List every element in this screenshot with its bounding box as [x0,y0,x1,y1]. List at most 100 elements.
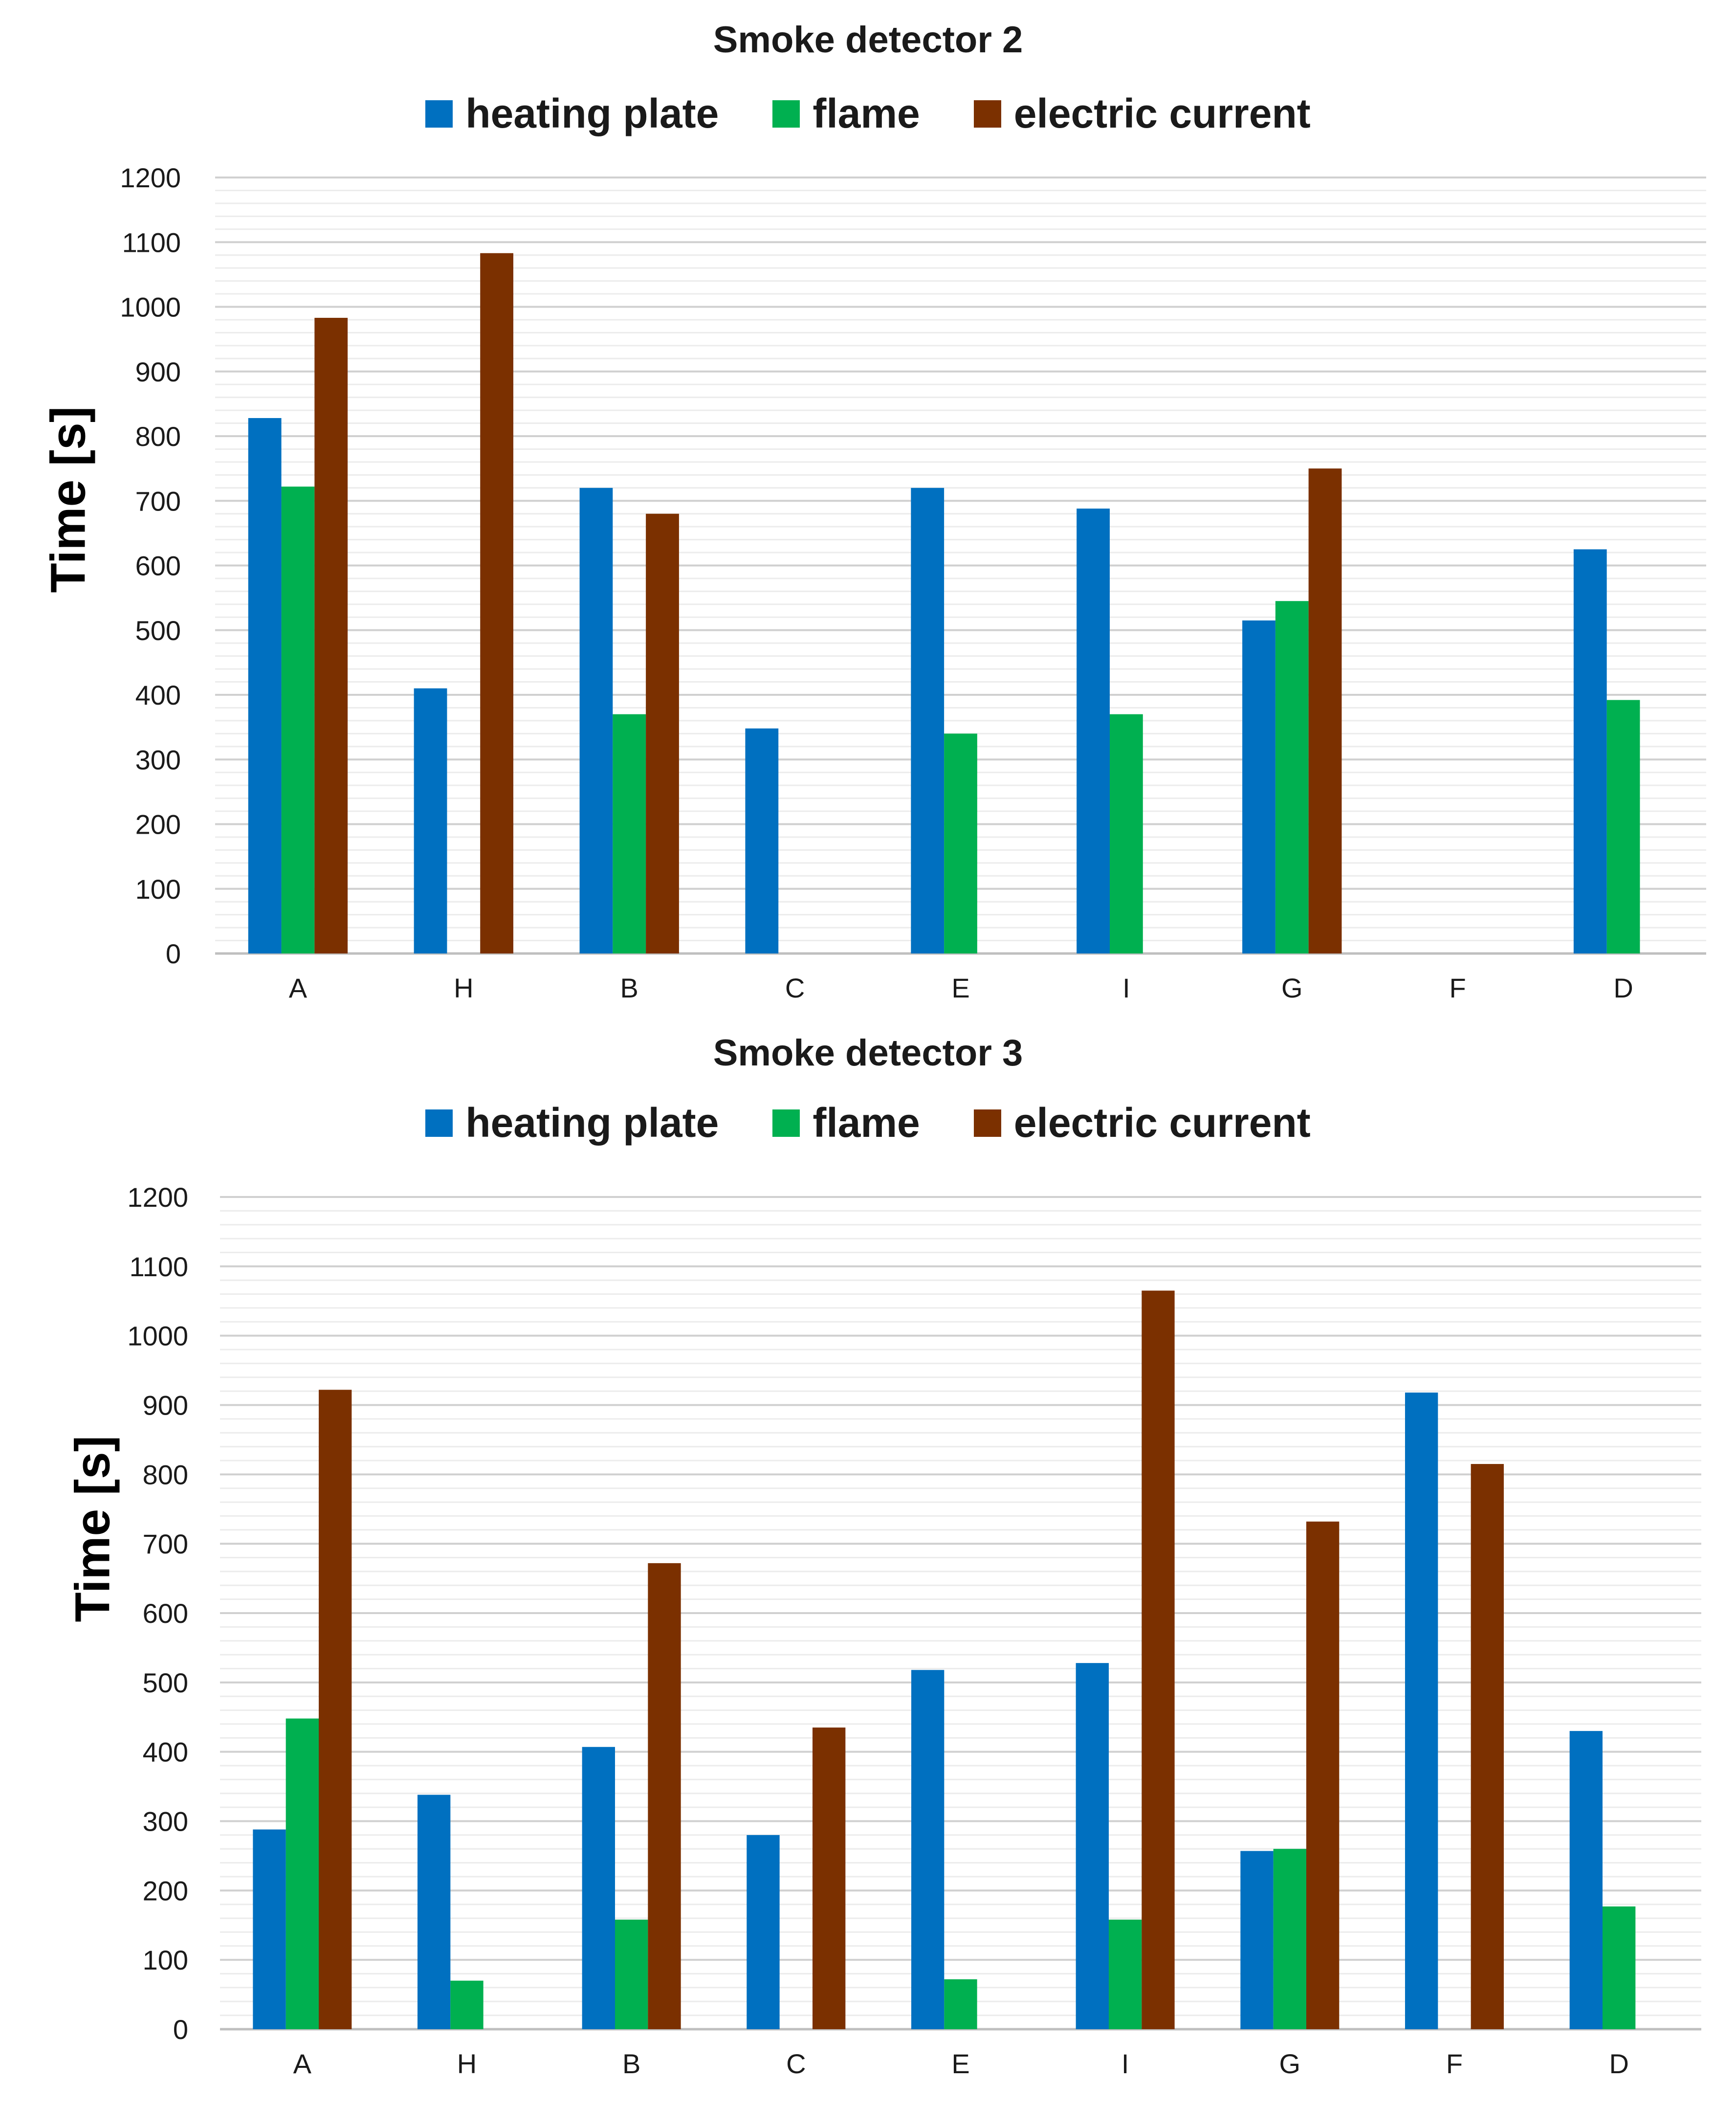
y-tick-label: 300 [135,744,181,775]
y-tick-label: 600 [135,551,181,581]
y-tick-label: 100 [135,874,181,905]
y-tick-label: 400 [143,1737,188,1768]
legend: heating plate flame electric current [0,90,1736,137]
y-tick-label: 1000 [120,292,181,323]
y-tick-label: 600 [143,1598,188,1629]
y-tick-label: 100 [143,1945,188,1975]
bar-flame-g [1275,601,1309,953]
bar-heating-plate-a [253,1829,286,2029]
y-tick-label: 200 [135,809,181,840]
chart-title: Smoke detector 3 [713,1032,1023,1074]
bar-flame-i [1109,1919,1142,2029]
y-tick-label: 200 [143,1875,188,1906]
y-tick-label: 1200 [127,1182,188,1213]
legend-label: flame [813,90,920,136]
legend-label: heating plate [465,90,719,136]
bar-flame-e [944,733,977,953]
y-tick-label: 400 [135,680,181,710]
legend-label: electric current [1013,90,1311,136]
x-tick-label: A [289,973,308,1003]
x-tick-label: C [786,2048,806,2079]
x-tick-label: I [1122,973,1130,1003]
chart-title: Smoke detector 2 [713,19,1023,61]
legend-swatch-flame [772,100,800,128]
bar-flame-d [1606,700,1640,953]
bar-heating-plate-i [1076,1663,1109,2029]
x-tick-label: E [951,2048,969,2079]
y-tick-label: 1100 [122,227,181,258]
y-tick-label: 900 [135,356,181,387]
bar-heating-plate-g [1242,620,1275,953]
x-tick-label: H [457,2048,477,2079]
bar-electric-current-a [319,1390,352,2029]
x-tick-label: D [1613,973,1633,1003]
y-tick-label: 0 [166,938,181,969]
legend-item-flame: flame [772,90,920,137]
y-tick-label: 1000 [127,1321,188,1352]
legend-label: heating plate [465,1100,719,1146]
legend-item-electric-current: electric current [973,90,1311,137]
x-tick-label: B [620,973,638,1003]
legend-swatch-electric-current [973,1109,1001,1137]
bar-heating-plate-g [1240,1851,1274,2029]
x-tick-label: A [293,2048,312,2079]
bar-electric-current-f [1471,1464,1504,2029]
bar-electric-current-a [314,317,348,954]
x-tick-label: B [622,2048,640,2079]
y-tick-label: 500 [143,1667,188,1698]
bar-heating-plate-d [1573,549,1607,953]
legend-label: electric current [1013,1100,1311,1146]
bar-heating-plate-h [414,688,447,953]
y-tick-label: 800 [135,421,181,452]
bar-flame-d [1603,1906,1636,2029]
x-tick-label: H [454,973,473,1003]
y-tick-label: 800 [143,1459,188,1490]
y-tick-label: 900 [143,1390,188,1421]
y-tick-label: 1100 [130,1251,188,1282]
bar-flame-e [944,1979,977,2029]
bar-flame-h [450,1980,483,2029]
x-tick-label: E [951,973,969,1003]
x-tick-label: F [1446,2048,1463,2079]
chart-plot-area: 0 100 200 300 400 500 600 700 800 900 1000 1100 1200… [127,1182,1701,2079]
x-tick-label: D [1609,2048,1628,2079]
bar-electric-current-i [1142,1290,1175,2029]
chart-smoke-detector-2: Smoke detector 2 heating plate flame ele… [0,0,1736,1032]
bar-flame-b [613,714,646,953]
bar-electric-current-b [648,1563,681,2029]
bar-heating-plate-a [248,418,282,953]
legend-item-flame: flame [772,1099,920,1147]
bar-heating-plate-e [911,487,945,953]
bar-heating-plate-b [582,1747,615,2029]
bar-electric-current-g [1306,1521,1340,2029]
legend: heating plate flame electric current [0,1099,1736,1147]
bar-flame-g [1273,1849,1306,2029]
bar-electric-current-c [813,1728,846,2029]
legend-item-electric-current: electric current [973,1099,1311,1147]
chart-smoke-detector-3: Smoke detector 3 heating plate flame ele… [0,1032,1736,2127]
bar-flame-i [1110,714,1143,953]
bar-heating-plate-c [747,1835,780,2029]
y-tick-label: 500 [135,615,181,646]
x-tick-label: F [1450,973,1466,1003]
bar-flame-a [281,487,315,953]
legend-swatch-heating-plate [425,1109,453,1137]
bar-heating-plate-d [1569,1731,1603,2029]
x-tick-label: C [785,973,805,1003]
y-tick-label: 0 [173,2014,188,2045]
y-tick-label: 1200 [120,162,181,193]
bar-electric-current-h [480,253,513,954]
y-tick-label: 700 [135,486,181,516]
chart-plot-area: 0 100 200 300 400 500 600 700 800 900 1000 1100 1200… [120,162,1706,1003]
bar-heating-plate-c [745,728,779,953]
x-tick-label: G [1281,973,1303,1003]
legend-item-heating-plate: heating plate [425,1099,719,1147]
legend-swatch-flame [772,1109,800,1137]
legend-swatch-heating-plate [425,100,453,128]
bar-heating-plate-b [579,487,613,953]
bar-heating-plate-h [418,1795,451,2029]
legend-swatch-electric-current [973,100,1001,128]
bar-flame-a [286,1718,319,2029]
bar-heating-plate-i [1077,509,1110,953]
bar-heating-plate-f [1405,1392,1438,2029]
